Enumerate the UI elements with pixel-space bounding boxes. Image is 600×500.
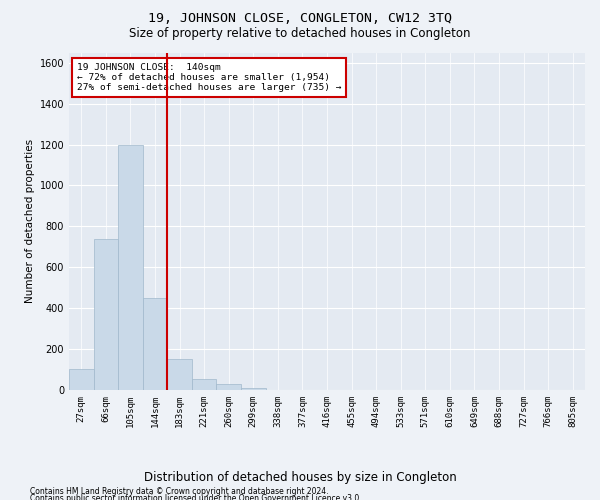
Y-axis label: Number of detached properties: Number of detached properties (25, 139, 35, 304)
Text: Contains public sector information licensed under the Open Government Licence v3: Contains public sector information licen… (30, 494, 362, 500)
Bar (94, 238, 118, 390)
Bar (143, 298, 167, 390)
Bar (241, 388, 266, 390)
Bar (118, 144, 143, 390)
Text: 19 JOHNSON CLOSE:  140sqm
← 72% of detached houses are smaller (1,954)
27% of se: 19 JOHNSON CLOSE: 140sqm ← 72% of detach… (77, 62, 341, 92)
Bar (192, 379, 217, 390)
Text: Size of property relative to detached houses in Congleton: Size of property relative to detached ho… (129, 26, 471, 40)
Bar (69, 368, 94, 390)
Bar (217, 384, 241, 390)
Text: 19, JOHNSON CLOSE, CONGLETON, CW12 3TQ: 19, JOHNSON CLOSE, CONGLETON, CW12 3TQ (148, 12, 452, 26)
Text: Distribution of detached houses by size in Congleton: Distribution of detached houses by size … (143, 471, 457, 484)
Bar (167, 360, 192, 390)
Text: Contains HM Land Registry data © Crown copyright and database right 2024.: Contains HM Land Registry data © Crown c… (30, 488, 329, 496)
